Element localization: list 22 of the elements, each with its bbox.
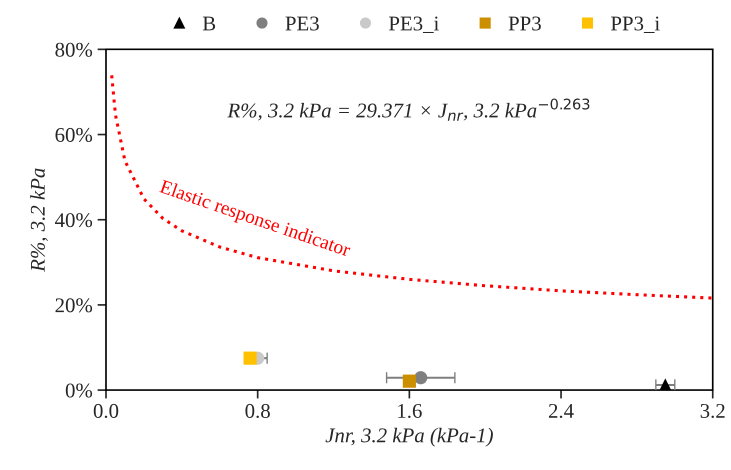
y-tick-label: 60% [56,128,92,142]
x-tick-label: 1.6 [398,404,422,418]
x-tick-label: 2.4 [548,404,574,418]
x-axis-title: Jnr, 3.2 kPa (kPa-1) [326,428,493,447]
annotation: R%, 3.2 kPa = 29.371 × J$_{nr}$, 3.2 kPa$^{−0.263}$ [227,98,590,121]
y-tick-label: 80% [55,42,92,57]
legend-label: PE3 [286,16,319,31]
y-tick-label: 40% [55,213,92,228]
legend-label: B [202,16,216,30]
y-tick-label: 20% [56,298,92,312]
point [402,374,416,388]
legend-label: PP3 [508,16,541,31]
y-tick-label: 0% [66,383,92,398]
line-series [110,74,713,300]
x-tick-label: 0.8 [245,404,270,418]
legend-label: PE3_i [388,16,439,34]
point [414,371,428,384]
x-tick-label: 3.2 [700,404,725,418]
y-axis-title: R%, 3.2 kPa [30,168,48,272]
x-tick-label: 0.0 [94,404,118,418]
legend-label: PP3_i [611,16,660,34]
point [244,352,257,365]
